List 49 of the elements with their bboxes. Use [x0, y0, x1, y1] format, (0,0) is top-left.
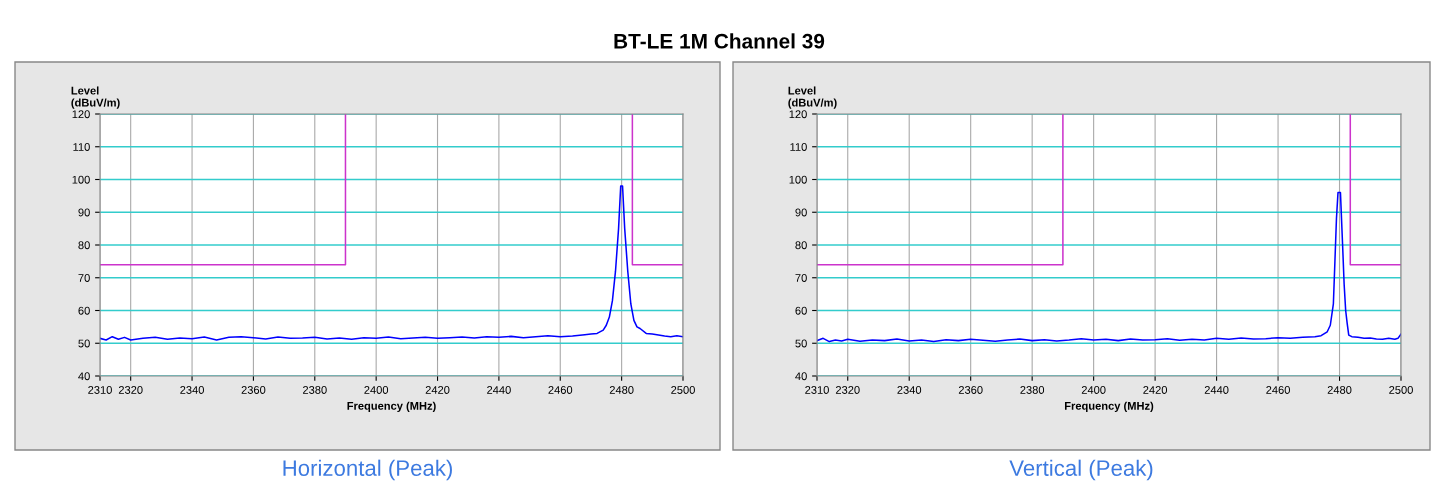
text: Horizontal (Peak): [283, 459, 452, 481]
y-tick-label: 120: [789, 110, 807, 119]
y-tick-label: 50: [78, 339, 90, 348]
x-tick-label: 2340: [180, 386, 204, 394]
x-tick-label: 2360: [241, 386, 266, 394]
y-tick-label: 110: [73, 143, 90, 151]
x-tick-label: 2340: [897, 386, 922, 394]
chart-title: BT-LE 1M Channel 39: [614, 33, 825, 49]
x-tick-label: 2380: [1020, 386, 1045, 394]
x-axis-title: Frequency (MHz): [1064, 401, 1154, 412]
x-tick-label: 2480: [609, 386, 634, 394]
x-tick-label: 2320: [118, 386, 143, 394]
y-tick-label: 60: [78, 306, 90, 315]
y-tick-label: 70: [78, 274, 90, 282]
x-tick-label: 2500: [1389, 386, 1413, 394]
x-tick-label: 2380: [302, 386, 327, 394]
x-tick-label: 2480: [1327, 386, 1352, 394]
y-tick-label: 50: [795, 339, 807, 348]
x-tick-label: 2420: [425, 386, 450, 394]
y-tick-label: 90: [795, 208, 807, 217]
x-tick-label: 2310: [805, 386, 829, 394]
y-tick-label: 120: [72, 110, 90, 119]
y-tick-label: 40: [795, 372, 807, 381]
y-tick-label: 70: [795, 274, 807, 282]
x-tick-label: 2400: [364, 386, 389, 394]
text: Vertical (Peak): [1009, 459, 1153, 481]
x-tick-label: 2420: [1143, 386, 1168, 394]
y-tick-label: 60: [795, 306, 807, 315]
x-tick-label: 2360: [958, 386, 983, 394]
x-tick-label: 2500: [671, 386, 695, 394]
line-series: [100, 185, 683, 341]
y-axis-title: Level (dBuV/m): [788, 86, 837, 109]
x-tick-label: 2460: [548, 386, 573, 394]
y-tick-label: 80: [795, 241, 807, 250]
y-axis-title: Level (dBuV/m): [71, 86, 120, 109]
y-tick-label: 80: [78, 241, 90, 250]
y-tick-label: 100: [72, 175, 90, 184]
y-tick-label: 110: [790, 143, 807, 151]
line-series: [817, 191, 1401, 343]
x-tick-label: 2440: [1204, 386, 1229, 394]
y-tick-label: 100: [789, 175, 807, 184]
x-axis-title: Frequency (MHz): [347, 401, 436, 412]
x-tick-label: 2310: [88, 386, 112, 394]
y-tick-label: 40: [78, 372, 90, 381]
x-tick-label: 2440: [487, 386, 511, 394]
y-tick-label: 90: [78, 208, 90, 217]
x-tick-label: 2400: [1081, 386, 1106, 394]
x-tick-label: 2460: [1266, 386, 1290, 394]
x-tick-label: 2320: [835, 386, 860, 394]
